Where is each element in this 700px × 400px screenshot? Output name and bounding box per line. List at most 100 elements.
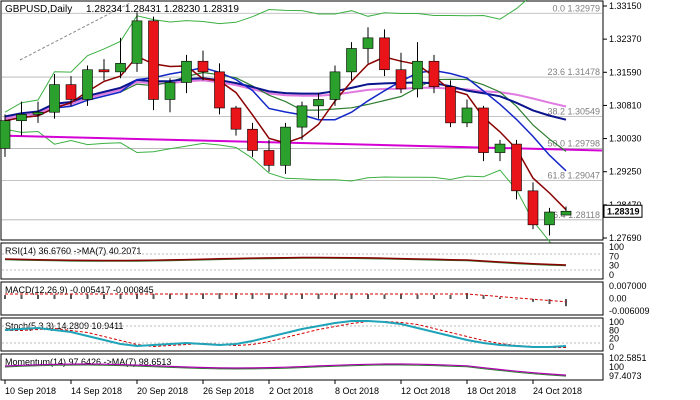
macd-bar [334, 293, 336, 299]
candle-body [197, 60, 209, 73]
candle-body [214, 71, 225, 109]
current-price-label: 1.28319 [607, 206, 640, 216]
fib-label: 0.0 1.32979 [552, 3, 600, 13]
indicator-scale-label: 0.00 [609, 294, 627, 304]
macd-bar [235, 293, 237, 299]
current-price-badge [603, 204, 643, 218]
macd-bar [251, 293, 254, 299]
candle-body [346, 48, 357, 73]
rsi-label: RSI(14) 36.6760 ->MA(7) 40.2071 [5, 246, 141, 256]
fib-label: 50.0 1.29798 [547, 138, 600, 148]
bollinger-upper [4, 0, 528, 113]
rsi-line [4, 256, 567, 266]
time-tick-label: 20 Sep 2018 [137, 386, 188, 396]
candle-body [131, 20, 143, 64]
macd-bar [350, 294, 353, 299]
indicator-scale-label: 100 [609, 362, 624, 372]
candle-body [494, 143, 506, 153]
time-tick-label: 10 Sep 2018 [5, 386, 56, 396]
macd-bar [20, 294, 23, 299]
candle-body [32, 111, 44, 115]
indicator-scale-label: 97.4073 [609, 371, 642, 381]
trendline-dashed [19, 2, 131, 61]
macd-bar [268, 293, 270, 299]
macd-bar [433, 294, 435, 299]
macd-bar [317, 293, 320, 299]
ma-mid-line [4, 66, 567, 172]
macd-bar [301, 293, 303, 299]
macd-bar [119, 294, 122, 299]
price-tick-label: 1.29250 [609, 167, 642, 177]
momentum-ma-line [4, 364, 567, 377]
price-tick-label: 1.30810 [609, 100, 642, 110]
macd-bar [103, 294, 105, 299]
candle-body [82, 69, 93, 100]
candle-body [560, 210, 572, 216]
candle-body [379, 37, 390, 71]
macd-bar [37, 294, 39, 299]
candle-body [544, 211, 555, 226]
chart-header-ohlc: 1.28234 1.28431 1.28230 1.28319 [86, 4, 239, 15]
time-tick-label: 26 Sep 2018 [203, 386, 254, 396]
bollinger-lower [4, 128, 567, 259]
macd-bar [548, 299, 551, 304]
stoch-k-line [4, 320, 567, 348]
rsi-panel[interactable] [0, 242, 604, 280]
time-axis: 10 Sep 2018 14 Sep 2018 20 Sep 2018 26 Sep … [4, 380, 582, 396]
ma-slow-line [4, 77, 567, 121]
rsi-ma-line [4, 257, 567, 267]
price-tick-label: 1.31590 [609, 67, 642, 77]
candle-body [329, 71, 341, 100]
stoch-label: Stoch(5,3,3) 14.2809 10.9411 [5, 321, 123, 331]
bollinger-bands [4, 0, 567, 259]
fibonacci-levels: 0.0 1.32979 23.6 1.31478 38.2 1.30549 50.0 … [2, 3, 602, 221]
macd-bar [185, 293, 188, 299]
indicator-scale-label: 70 [609, 251, 619, 261]
indicator-scale-label: 80 [609, 325, 619, 335]
rsi-lines [2, 253, 602, 271]
candle-body [16, 114, 27, 122]
indicator-scale-label: 20 [609, 334, 619, 344]
candle-body [461, 107, 473, 124]
macd-bar [466, 293, 468, 299]
candlesticks [0, 12, 572, 236]
ma-pink-line [4, 79, 567, 120]
macd-bar [4, 295, 6, 299]
price-tick-label: 1.33150 [609, 1, 642, 11]
fib-label: 61.8 1.29047 [547, 170, 600, 180]
time-tick-label: 2 Oct 2018 [269, 386, 313, 396]
candle-body [313, 99, 324, 107]
stoch-lines [2, 320, 602, 348]
chart-header-symbol: GBPUSD,Daily [5, 4, 72, 15]
indicator-scale-label: 30 [609, 261, 619, 271]
indicator-scale-label: 100 [609, 317, 624, 327]
indicator-scale-label: 0 [609, 270, 614, 280]
candle-body [49, 84, 60, 113]
indicator-scale-label: 102.5851 [609, 353, 647, 363]
price-tick-label: 1.30030 [609, 134, 642, 144]
macd-bar [482, 295, 485, 299]
macd-bar [532, 299, 534, 302]
fib-label: 23.6 1.31478 [547, 67, 600, 77]
macd-label: MACD(12,26,9) -0.005417 -0.000845 [5, 285, 154, 295]
fib-label: 76.4 1.28118 [548, 210, 600, 220]
candle-body [445, 86, 456, 124]
macd-bar [202, 293, 204, 299]
price-tick-label: 1.32370 [609, 34, 642, 44]
macd-signal-line [5, 293, 567, 303]
momentum-lines [4, 363, 567, 377]
momentum-label: Momentum(14) 97.6426 ->MA(7) 98.6513 [5, 357, 171, 367]
candle-body [478, 107, 489, 153]
macd-bar [86, 294, 89, 299]
candle-body [115, 63, 126, 73]
time-tick-label: 12 Oct 2018 [401, 386, 450, 396]
indicator-scale-label: 0.007000 [609, 281, 647, 291]
price-axis: 1.33150 1.32370 1.31590 1.30810 1.30030 1.292… [603, 1, 643, 243]
candle-body [65, 84, 77, 100]
candle-body [527, 190, 539, 226]
indicator-scale-label: 100 [609, 242, 624, 252]
